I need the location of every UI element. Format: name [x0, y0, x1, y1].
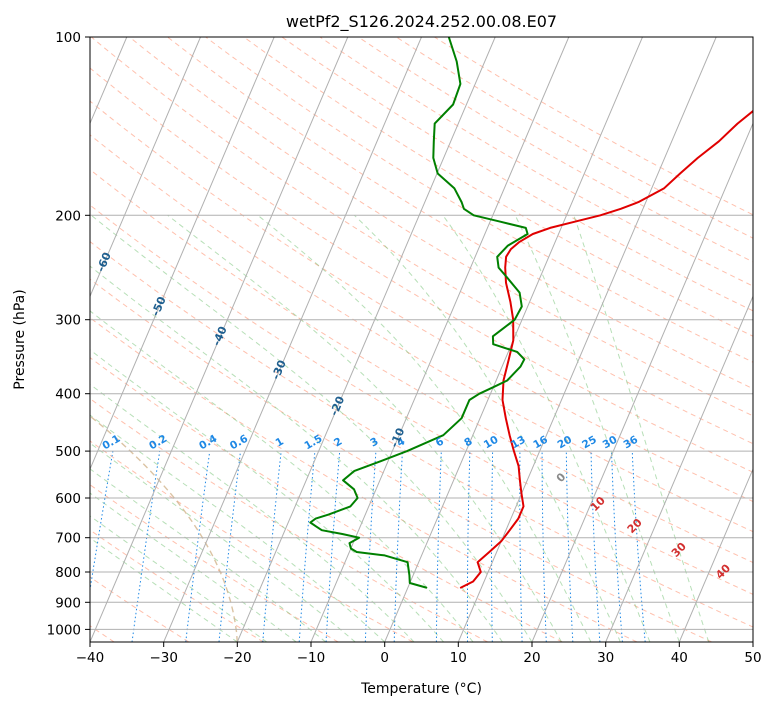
isotherm-line — [531, 122, 753, 642]
dry-adiabat — [167, 37, 753, 390]
x-tick-label: −10 — [297, 650, 326, 666]
temperature-profile-line — [459, 109, 753, 589]
y-ticks: 100 200 300 400 500 600 700 800 900 1000 — [47, 30, 90, 638]
chart-title: wetPf2_S126.2024.252.00.08.E07 — [286, 12, 557, 32]
moist-adiabat — [573, 215, 710, 642]
moist-adiabat — [257, 214, 592, 642]
dry-adiabat — [205, 37, 753, 363]
y-tick-label: 100 — [55, 30, 81, 46]
y-tick-label: 1000 — [47, 622, 81, 638]
dry-adiabat — [319, 37, 753, 287]
mixing-ratio-line — [131, 451, 161, 642]
x-tick-label: −20 — [223, 650, 252, 666]
isotherm-line — [236, 37, 496, 642]
y-tick-label: 200 — [55, 208, 81, 224]
x-tick-label: 50 — [744, 650, 761, 666]
x-tick-label: 30 — [597, 650, 614, 666]
plot-frame — [89, 36, 754, 643]
isotherm-line — [90, 37, 201, 298]
x-axis-label: Temperature (°C) — [360, 681, 482, 697]
moist-adiabat — [90, 414, 386, 642]
y-tick-label: 300 — [55, 313, 81, 329]
dry-adiabat — [90, 278, 712, 642]
y-tick-label: 800 — [55, 565, 81, 581]
y-tick-label: 400 — [55, 387, 81, 403]
moist-adiabat — [514, 215, 680, 642]
x-tick-label: −40 — [76, 650, 105, 666]
isotherm-line — [678, 467, 753, 642]
dry-adiabat — [90, 397, 488, 642]
isotherm-line — [163, 37, 422, 642]
moist-adiabat — [90, 214, 533, 642]
dry-adiabat — [434, 37, 753, 216]
moist-adiabat — [90, 468, 327, 642]
dry-adiabat — [90, 241, 753, 628]
mixing-ratio-line — [218, 451, 241, 642]
dry-adiabat — [90, 168, 753, 564]
moist-adiabat — [90, 515, 268, 642]
dry-adiabat — [90, 440, 414, 642]
moist-adiabat — [167, 214, 562, 642]
mixing-ratio-line — [90, 451, 114, 593]
grid-lines — [90, 37, 753, 642]
isotherm-line — [90, 37, 349, 642]
dry-adiabat — [90, 484, 339, 642]
y-tick-label: 500 — [55, 444, 81, 460]
dry-adiabat — [90, 134, 753, 533]
x-tick-label: 40 — [671, 650, 688, 666]
dry-adiabat — [129, 37, 753, 417]
moist-adiabat — [90, 537, 238, 642]
x-tick-label: 0 — [380, 650, 389, 666]
x-tick-label: 10 — [450, 650, 467, 666]
y-axis-label: Pressure (hPa) — [12, 289, 28, 389]
y-tick-label: 700 — [55, 531, 81, 547]
series-lines — [309, 37, 753, 589]
isotherm-line — [90, 37, 275, 471]
y-tick-label: 900 — [55, 595, 81, 611]
mixing-ratio-line — [185, 451, 211, 642]
x-tick-label: 20 — [523, 650, 540, 666]
y-tick-label: 600 — [55, 491, 81, 507]
isotherm-line — [605, 295, 753, 642]
x-tick-label: −30 — [149, 650, 178, 666]
moist-adiabat — [90, 442, 356, 642]
moist-adiabat — [90, 492, 297, 642]
moist-adiabat — [90, 349, 444, 642]
moist-adiabat — [442, 215, 651, 642]
moist-adiabat — [90, 265, 503, 642]
x-ticks: −40 −30 −20 −10 0 10 20 30 40 50 — [76, 642, 762, 666]
dry-adiabat — [396, 37, 753, 239]
dewpoint-profile-line — [309, 37, 529, 589]
moist-adiabat — [354, 214, 621, 642]
dry-adiabat — [90, 37, 753, 445]
